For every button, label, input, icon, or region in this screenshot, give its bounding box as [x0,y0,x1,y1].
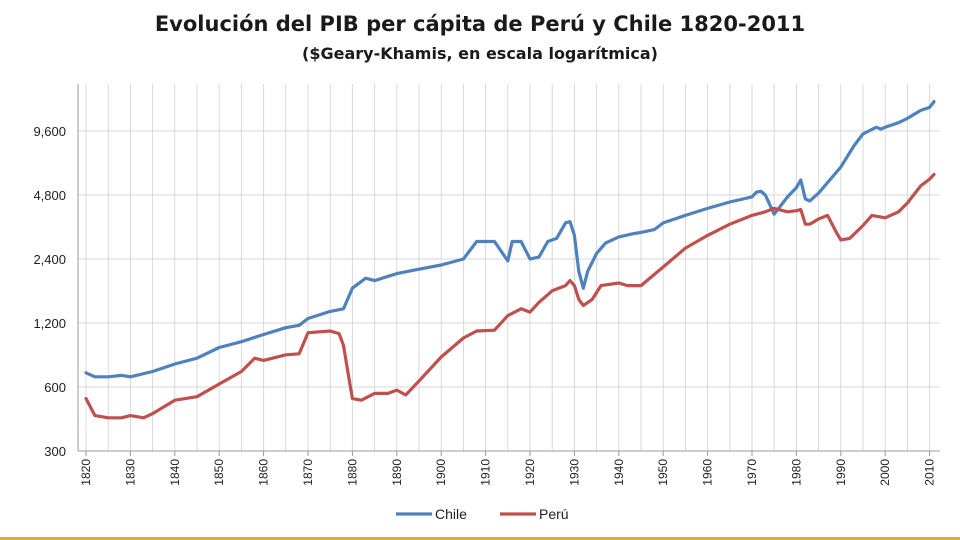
x-tick-label: 1850 [212,459,226,486]
chart-subtitle: ($Geary-Khamis, en escala logarítmica) [302,44,658,63]
y-tick-label: 600 [44,380,66,395]
x-axis: 1820 1830 1840 1850 1860 1870 1880 1890 1900 1910… [78,450,940,486]
y-tick-label: 4,800 [33,188,66,203]
series-layer [84,99,936,420]
y-tick-label: 300 [44,444,66,459]
y-gridlines [78,130,940,452]
x-tick-label: 1940 [612,459,626,486]
slide-bottom-rule [0,537,960,540]
x-tick-label: 1840 [168,459,182,486]
legend: Chile Perú [396,506,569,522]
x-tick-label: 1860 [257,459,271,486]
y-tick-label: 1,200 [33,316,66,331]
x-tick-label: 1980 [789,459,803,486]
x-tick-label: 1920 [523,459,537,486]
y-tick-label: 9,600 [33,124,66,139]
x-tick-label: 1970 [745,459,759,486]
x-tick-label: 1960 [701,459,715,486]
x-tick-label: 2010 [923,459,937,486]
legend-label: Chile [435,506,467,522]
legend-label: Perú [539,506,569,522]
y-axis: 300 600 1,200 2,400 4,800 9,600 [33,84,79,459]
x-gridlines [85,84,931,451]
x-tick-label: 1930 [567,459,581,486]
series-line-per [84,172,936,420]
x-tick-label: 1910 [479,459,493,486]
x-tick-label: 2000 [878,459,892,486]
chart-title: Evolución del PIB per cápita de Perú y C… [154,12,806,36]
x-tick-label: 1880 [345,459,359,486]
x-tick-label: 1830 [123,459,137,486]
x-tick-label: 1870 [301,459,315,486]
series-line-chile [84,99,936,379]
x-tick-label: 1990 [834,459,848,486]
x-tick-label: 1900 [434,459,448,486]
x-tick-label: 1950 [656,459,670,486]
x-tick-label: 1890 [390,459,404,486]
y-tick-label: 2,400 [33,252,66,267]
x-tick-label: 1820 [79,459,93,486]
